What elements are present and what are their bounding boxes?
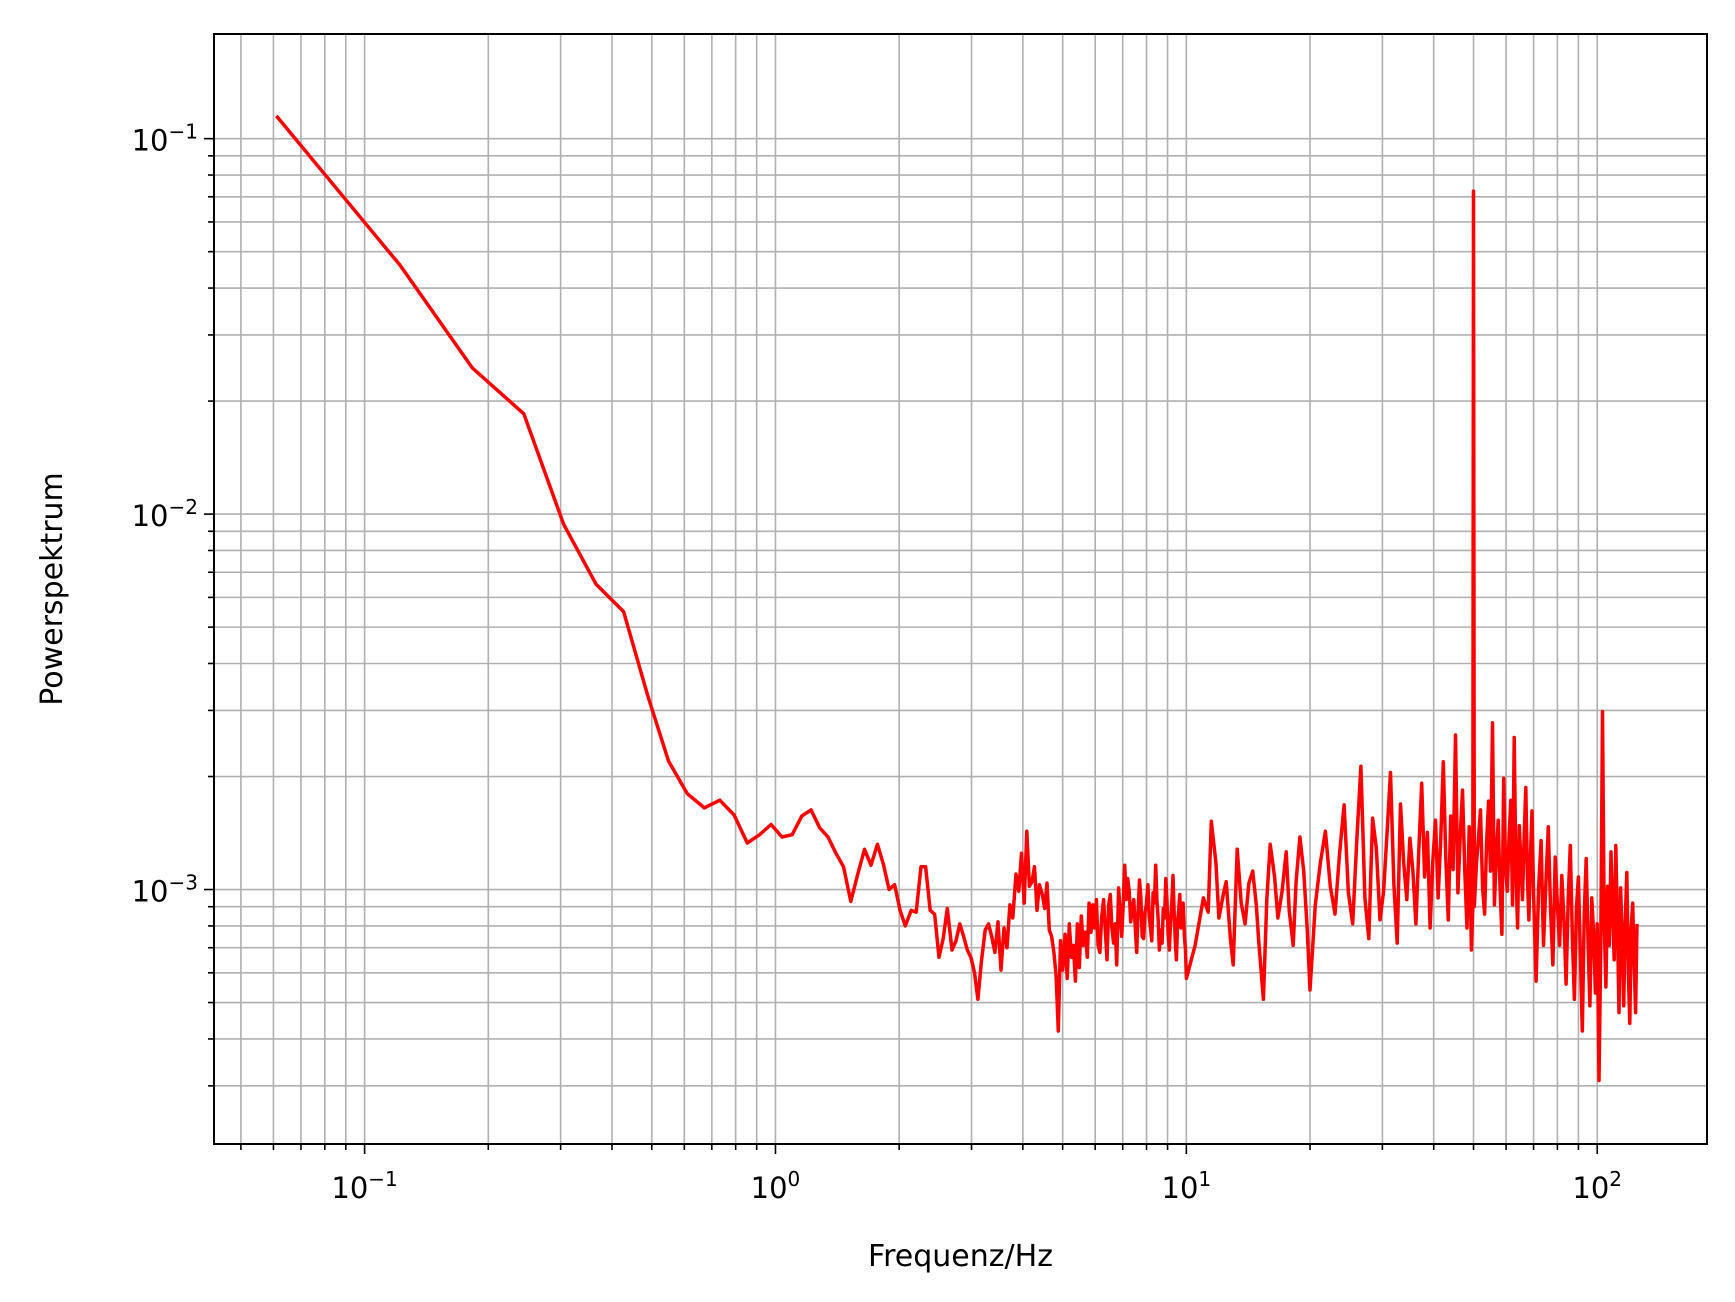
series-line-1	[275, 114, 1639, 1083]
minor-gridlines	[214, 34, 1707, 1144]
x-axis-label: Frequenz/Hz	[868, 1239, 1053, 1274]
y-tick-label: 10−2	[132, 495, 198, 533]
axis-tick-labels: 10−1 100 101 102 10−1 10−2 10−3	[132, 120, 1622, 1205]
y-tick-label: 10−3	[132, 871, 198, 909]
x-tick-label: 10−1	[331, 1167, 397, 1205]
x-tick-label: 100	[751, 1167, 801, 1205]
y-tick-label: 10−1	[132, 120, 198, 158]
x-tick-label: 101	[1162, 1167, 1212, 1205]
plot-frame	[213, 33, 1708, 1145]
y-axis-label: Powerspektrum	[35, 472, 70, 706]
x-tick-label: 102	[1572, 1167, 1622, 1205]
plot-series	[275, 114, 1639, 1083]
axis-ticks	[204, 137, 1599, 1154]
